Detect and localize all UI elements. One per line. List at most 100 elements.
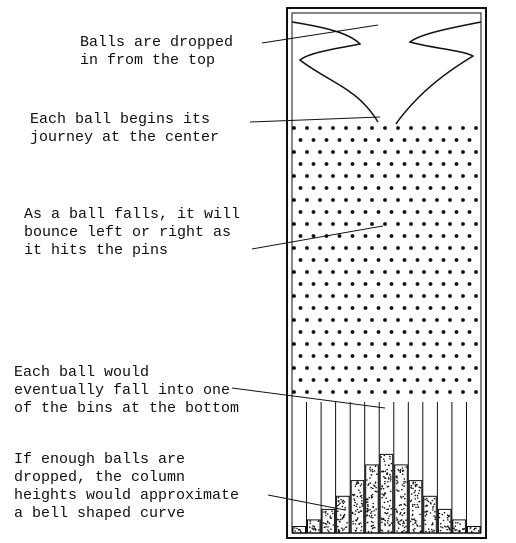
pin — [318, 174, 322, 178]
pin — [376, 354, 381, 358]
pin — [396, 366, 400, 370]
pin — [376, 258, 381, 262]
ball-speck — [454, 529, 457, 531]
pin — [415, 258, 420, 262]
pin — [363, 210, 368, 214]
ball-speck — [354, 513, 356, 515]
ball-speck — [344, 507, 346, 509]
pin — [331, 390, 335, 394]
pin — [376, 306, 381, 310]
pin — [357, 222, 361, 226]
ball-speck — [294, 530, 297, 532]
pin — [376, 330, 381, 334]
ball-speck — [374, 485, 376, 488]
pin — [474, 126, 478, 130]
ball-speck — [325, 514, 327, 517]
pin — [331, 126, 335, 130]
ball-speck — [370, 516, 372, 518]
pin — [337, 186, 342, 190]
pin — [454, 306, 459, 310]
ball-speck — [431, 523, 434, 526]
pin — [318, 150, 322, 154]
pin — [370, 174, 374, 178]
pin — [422, 246, 426, 250]
ball-speck — [337, 510, 339, 512]
ball-speck — [447, 525, 449, 527]
ball-speck — [369, 466, 372, 469]
pin — [389, 306, 394, 310]
ball-speck — [403, 508, 405, 510]
pin — [428, 258, 433, 262]
pin — [311, 210, 316, 214]
pin — [331, 246, 335, 250]
pin — [428, 234, 433, 238]
pin — [344, 150, 348, 154]
pin — [467, 210, 472, 214]
ball-speck — [429, 512, 432, 514]
pin — [337, 162, 342, 166]
ball-speck — [327, 526, 329, 528]
ball-speck — [337, 528, 340, 531]
pin — [331, 294, 335, 298]
ball-speck — [384, 492, 387, 495]
ball-speck — [443, 511, 446, 514]
ball-speck — [401, 473, 404, 476]
bin-stack-outline — [423, 495, 437, 534]
bin-stack — [394, 464, 408, 534]
pin — [357, 150, 361, 154]
pin — [350, 258, 355, 262]
ball-speck — [351, 511, 354, 514]
ball-speck — [405, 530, 407, 533]
pin — [454, 282, 459, 286]
pin — [409, 150, 413, 154]
pin — [318, 222, 322, 226]
pin — [350, 162, 355, 166]
ball-speck — [384, 470, 387, 473]
ball-speck — [356, 503, 358, 505]
ball-speck — [442, 519, 445, 522]
ball-speck — [441, 513, 444, 516]
pin — [409, 366, 413, 370]
ball-speck — [416, 494, 419, 497]
ball-speck — [324, 522, 327, 525]
ball-speck — [370, 494, 373, 497]
pin — [402, 378, 407, 382]
pin — [305, 342, 309, 346]
pin — [454, 354, 459, 358]
pin — [318, 342, 322, 346]
ball-speck — [425, 530, 427, 533]
pin — [344, 222, 348, 226]
bin-stack — [423, 495, 437, 534]
ball-speck — [323, 526, 326, 528]
pin — [467, 330, 472, 334]
pin — [461, 246, 465, 250]
pin — [383, 390, 387, 394]
ball-speck — [469, 526, 472, 529]
ball-speck — [383, 501, 386, 504]
pin — [428, 306, 433, 310]
pin — [428, 138, 433, 142]
ball-speck — [296, 527, 298, 530]
ball-speck — [354, 485, 357, 488]
pin — [370, 318, 374, 322]
label-journey-start: Each ball begins its journey at the cent… — [30, 111, 220, 146]
pin — [383, 174, 387, 178]
ball-speck — [297, 528, 300, 531]
pin — [324, 258, 329, 262]
ball-speck — [412, 487, 414, 490]
ball-speck — [309, 526, 311, 528]
pin — [305, 222, 309, 226]
ball-speck — [387, 481, 389, 483]
pin — [409, 390, 413, 394]
pin — [344, 294, 348, 298]
ball-speck — [386, 522, 389, 524]
pin — [428, 330, 433, 334]
pin — [363, 258, 368, 262]
ball-speck — [370, 497, 373, 499]
pin — [292, 270, 296, 274]
pin — [383, 318, 387, 322]
board-frame-outer — [286, 7, 487, 539]
pin-field — [292, 126, 478, 394]
ball-speck — [396, 530, 398, 532]
leader-line-drop — [261, 24, 379, 44]
